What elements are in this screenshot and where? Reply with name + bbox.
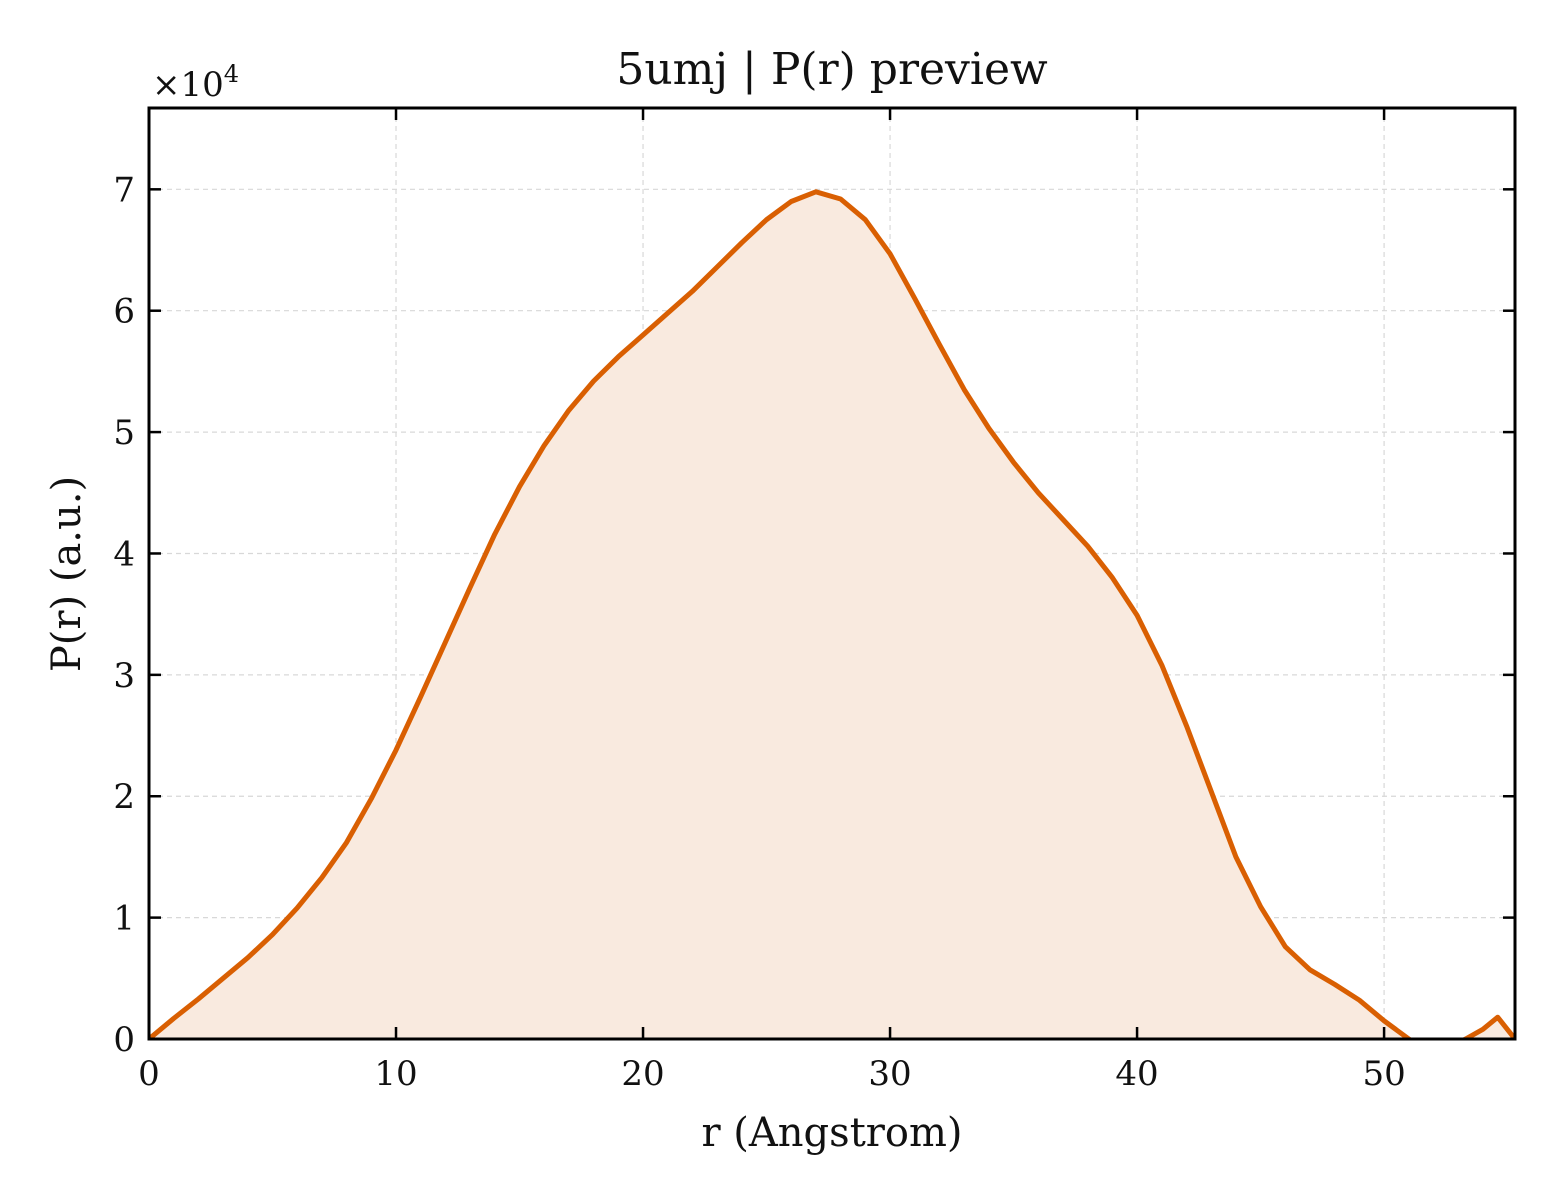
x-tick-label: 50: [1362, 1054, 1405, 1094]
x-tick-label: 0: [138, 1054, 160, 1094]
y-tick-label: 4: [113, 534, 135, 574]
y-tick-label: 7: [113, 170, 135, 210]
ticks: 0 10 20 30 40 50 0 1 2 3 4 5 6 7: [113, 108, 1515, 1094]
area-fill: [149, 191, 1515, 1039]
y-tick-label: 6: [113, 292, 135, 332]
y-tick-label: 2: [113, 777, 135, 817]
x-tick-label: 10: [374, 1054, 417, 1094]
y-tick-label: 1: [113, 899, 135, 939]
plot-frame: [147, 106, 1517, 1041]
y-offset-exponent: 4: [224, 60, 239, 88]
series-line: [149, 189, 1515, 1039]
x-tick-label: 30: [868, 1054, 911, 1094]
x-tick-label: 40: [1115, 1054, 1158, 1094]
y-offset-base: ×10: [152, 65, 224, 105]
y-axis-label: P(r) (a.u.): [44, 476, 90, 672]
x-tick-label: 20: [621, 1054, 664, 1094]
chart-title: 5umj | P(r) preview: [616, 44, 1048, 95]
y-offset-label: ×104: [152, 60, 239, 105]
x-axis-label: r (Angstrom): [701, 1110, 962, 1156]
y-tick-label: 3: [113, 656, 135, 696]
y-tick-label: 0: [113, 1020, 135, 1060]
y-tick-label: 5: [113, 413, 135, 453]
